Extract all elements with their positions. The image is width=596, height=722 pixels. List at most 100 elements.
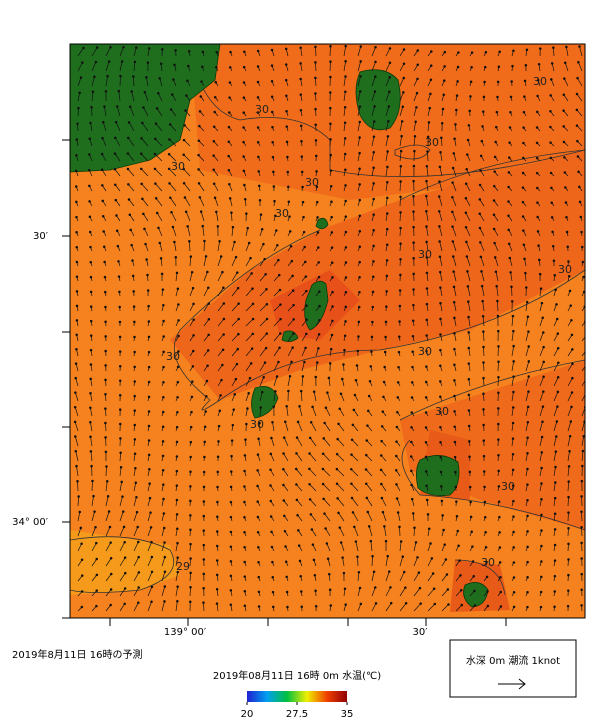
arrow: [119, 588, 126, 597]
arrow: [301, 361, 305, 372]
arrow: [75, 363, 79, 372]
arrow-head: [522, 141, 525, 145]
arrow-head: [454, 485, 458, 489]
arrow-head: [154, 137, 157, 141]
arrow-head: [159, 257, 163, 260]
arrow: [259, 377, 265, 387]
arrow-head: [215, 573, 219, 577]
arrow: [581, 511, 583, 522]
arrow-head: [456, 529, 459, 533]
arrow-head: [88, 153, 91, 156]
arrow-head: [412, 210, 415, 213]
arrow-head: [291, 274, 294, 278]
arrow-head: [256, 65, 260, 68]
arrow-head: [329, 122, 332, 125]
arrow: [284, 421, 289, 432]
arrow: [539, 376, 544, 387]
arrow-head: [251, 332, 255, 336]
arrow: [128, 184, 135, 192]
arrow-head: [358, 291, 361, 294]
arrow-head: [411, 319, 415, 322]
arrow-head: [127, 136, 130, 140]
arrow: [168, 154, 177, 162]
arrow-head: [482, 408, 485, 411]
arrow: [466, 169, 471, 177]
arrow: [440, 287, 443, 297]
arrow: [385, 602, 392, 612]
arrow-head: [536, 94, 539, 98]
arrow-head: [317, 246, 320, 249]
arrow-head: [552, 46, 555, 49]
arrow-head: [189, 542, 192, 546]
arrow: [399, 556, 404, 567]
arrow-head: [229, 560, 233, 563]
arrow: [365, 469, 373, 477]
arrow: [525, 361, 530, 372]
arrow: [465, 212, 471, 222]
arrow-head: [175, 469, 179, 473]
arrow-head: [459, 589, 463, 592]
arrow-head: [169, 196, 172, 200]
arrow: [336, 483, 345, 492]
arrow-head: [248, 376, 252, 380]
arrow-head: [287, 200, 291, 204]
arrow-head: [315, 154, 318, 158]
arrow: [213, 169, 219, 177]
arrow-head: [197, 153, 200, 157]
arrow: [91, 47, 98, 57]
arrow-head: [202, 558, 206, 561]
arrow-head: [92, 494, 95, 498]
arrow-head: [554, 481, 557, 484]
arrow-head: [399, 273, 402, 277]
arrow: [440, 303, 443, 312]
arrow-head: [89, 406, 92, 409]
arrow: [539, 317, 544, 327]
arrow: [322, 468, 331, 477]
arrow-head: [329, 138, 332, 141]
arrow: [231, 272, 238, 282]
arrow-head: [305, 318, 308, 322]
arrow-head: [429, 542, 432, 545]
arrow: [296, 499, 303, 507]
arrow: [215, 211, 219, 222]
arrow-head: [367, 525, 371, 528]
arrow-head: [536, 230, 540, 233]
arrow-head: [163, 541, 166, 544]
arrow: [385, 136, 389, 147]
arrow: [483, 331, 485, 342]
arrow-head: [499, 576, 502, 579]
arrow-head: [262, 242, 265, 246]
arrow-head: [567, 274, 571, 278]
arrow-head: [103, 290, 107, 294]
arrow-head: [272, 185, 276, 188]
arrow: [287, 319, 294, 327]
arrow-head: [425, 318, 429, 322]
arrow-head: [512, 515, 515, 518]
arrow: [200, 211, 205, 222]
arrow-head: [94, 526, 97, 529]
arrow-head: [469, 500, 472, 504]
arrow-head: [154, 182, 157, 185]
arrow-head: [177, 303, 180, 306]
arrow: [352, 512, 359, 522]
arrow-head: [142, 106, 145, 109]
arrow-head: [308, 482, 311, 486]
arrow-head: [74, 435, 77, 438]
contour-label: 30: [501, 480, 515, 493]
arrow-head: [387, 120, 390, 123]
arrow-head: [217, 440, 220, 443]
arrow-head: [580, 526, 583, 529]
arrow-head: [339, 541, 343, 544]
contour-label: 30: [533, 75, 547, 88]
lat-label: 30′: [33, 231, 49, 242]
arrow-head: [400, 120, 404, 123]
arrow: [158, 227, 163, 237]
arrow-head: [201, 224, 204, 228]
arrow: [119, 61, 123, 72]
arrow-head: [167, 167, 171, 171]
arrow-head: [299, 46, 302, 50]
arrow-head: [570, 333, 574, 337]
arrow-head: [344, 168, 347, 171]
arrow-head: [382, 395, 385, 399]
arrow-head: [119, 465, 123, 469]
